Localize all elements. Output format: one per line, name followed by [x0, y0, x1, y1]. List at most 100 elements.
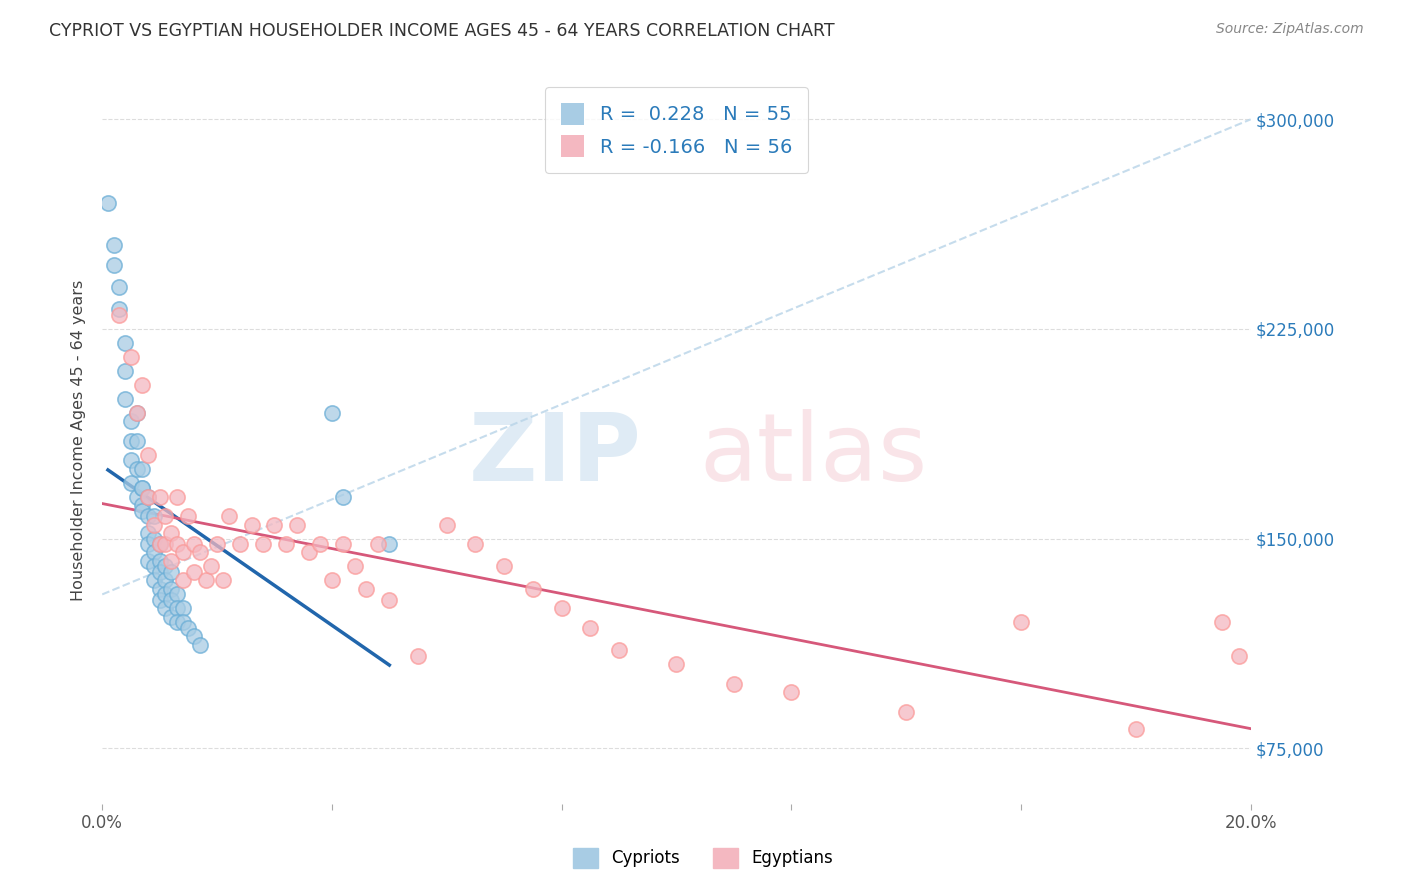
Point — [131, 503, 153, 517]
Point — [108, 308, 131, 322]
Point — [321, 406, 343, 420]
Point — [125, 406, 148, 420]
Point — [114, 392, 136, 406]
Point — [522, 582, 544, 596]
Point — [356, 582, 378, 596]
Point — [149, 537, 172, 551]
Point — [166, 601, 188, 615]
Point — [120, 414, 142, 428]
Point — [263, 517, 285, 532]
Point — [378, 593, 401, 607]
Text: CYPRIOT VS EGYPTIAN HOUSEHOLDER INCOME AGES 45 - 64 YEARS CORRELATION CHART: CYPRIOT VS EGYPTIAN HOUSEHOLDER INCOME A… — [49, 22, 835, 40]
Point — [160, 582, 183, 596]
Point — [160, 565, 183, 579]
Point — [172, 545, 194, 559]
Point — [211, 574, 233, 588]
Point — [136, 537, 159, 551]
Point — [120, 475, 142, 490]
Y-axis label: Householder Income Ages 45 - 64 years: Householder Income Ages 45 - 64 years — [72, 280, 86, 601]
Point — [343, 559, 366, 574]
Point — [155, 601, 177, 615]
Point — [172, 574, 194, 588]
Point — [378, 537, 401, 551]
Point — [406, 648, 429, 663]
Point — [1125, 722, 1147, 736]
Point — [136, 490, 159, 504]
Point — [149, 490, 172, 504]
Point — [131, 461, 153, 475]
Point — [200, 559, 222, 574]
Point — [125, 461, 148, 475]
Text: ZIP: ZIP — [470, 409, 643, 501]
Point — [103, 238, 125, 252]
Point — [205, 537, 228, 551]
Point — [160, 609, 183, 624]
Point — [894, 705, 917, 719]
Point — [149, 582, 172, 596]
Point — [160, 593, 183, 607]
Point — [579, 621, 602, 635]
Point — [436, 517, 458, 532]
Point — [97, 196, 120, 211]
Point — [252, 537, 274, 551]
Point — [166, 587, 188, 601]
Point — [172, 615, 194, 630]
Point — [183, 629, 205, 643]
Point — [1211, 615, 1233, 630]
Point — [131, 377, 153, 392]
Point — [155, 574, 177, 588]
Point — [120, 434, 142, 448]
Point — [136, 448, 159, 462]
Point — [194, 574, 217, 588]
Point — [665, 657, 688, 672]
Point — [166, 615, 188, 630]
Point — [332, 490, 354, 504]
Point — [120, 350, 142, 364]
Point — [131, 481, 153, 495]
Point — [131, 498, 153, 512]
Text: Source: ZipAtlas.com: Source: ZipAtlas.com — [1216, 22, 1364, 37]
Point — [155, 559, 177, 574]
Point — [125, 406, 148, 420]
Point — [332, 537, 354, 551]
Point — [1010, 615, 1032, 630]
Point — [142, 545, 165, 559]
Point — [160, 525, 183, 540]
Point — [321, 574, 343, 588]
Point — [120, 453, 142, 467]
Point — [125, 490, 148, 504]
Point — [172, 601, 194, 615]
Point — [160, 554, 183, 568]
Point — [188, 545, 211, 559]
Point — [177, 509, 200, 524]
Point — [136, 490, 159, 504]
Point — [155, 537, 177, 551]
Point — [131, 481, 153, 495]
Legend: R =  0.228   N = 55, R = -0.166   N = 56: R = 0.228 N = 55, R = -0.166 N = 56 — [546, 87, 807, 173]
Point — [309, 537, 332, 551]
Point — [723, 677, 745, 691]
Point — [142, 574, 165, 588]
Point — [229, 537, 252, 551]
Point — [114, 364, 136, 378]
Point — [183, 565, 205, 579]
Point — [218, 509, 240, 524]
Point — [142, 559, 165, 574]
Point — [183, 537, 205, 551]
Point — [494, 559, 516, 574]
Point — [136, 509, 159, 524]
Point — [367, 537, 389, 551]
Point — [142, 509, 165, 524]
Point — [550, 601, 572, 615]
Point — [287, 517, 309, 532]
Point — [155, 509, 177, 524]
Point — [166, 537, 188, 551]
Point — [149, 565, 172, 579]
Text: atlas: atlas — [699, 409, 928, 501]
Point — [136, 554, 159, 568]
Point — [298, 545, 321, 559]
Point — [188, 638, 211, 652]
Point — [142, 532, 165, 546]
Legend: Cypriots, Egyptians: Cypriots, Egyptians — [567, 841, 839, 875]
Point — [136, 525, 159, 540]
